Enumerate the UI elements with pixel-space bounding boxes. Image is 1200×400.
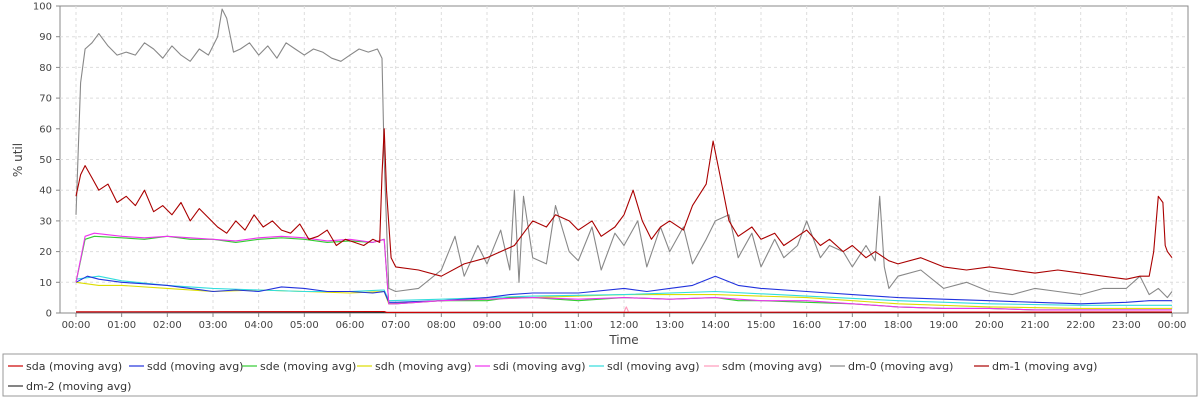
x-tick-label: 01:00	[107, 320, 136, 331]
x-tick-label: 08:00	[427, 320, 456, 331]
x-axis-title: Time	[608, 333, 638, 347]
x-tick-label: 19:00	[929, 320, 958, 331]
x-tick-label: 00:00	[1158, 320, 1187, 331]
x-tick-label: 10:00	[518, 320, 547, 331]
x-tick-label: 15:00	[747, 320, 776, 331]
x-tick-label: 02:00	[153, 320, 182, 331]
series-layer	[75, 8, 1173, 313]
series-line-sdd	[75, 275, 1172, 305]
x-tick-label: 04:00	[244, 320, 273, 331]
y-tick-label: 100	[33, 2, 52, 13]
y-tick-label: 70	[39, 94, 52, 105]
x-tick-label: 07:00	[381, 320, 410, 331]
legend-label: sda (moving avg)	[26, 360, 122, 373]
x-tick-label: 06:00	[336, 320, 365, 331]
legend-label: sdm (moving avg)	[722, 360, 822, 373]
series-line-dm-1	[75, 128, 1173, 280]
y-tick-label: 0	[46, 309, 52, 320]
x-tick-label: 00:00	[62, 320, 91, 331]
x-tick-label: 16:00	[792, 320, 821, 331]
x-tick-label: 20:00	[975, 320, 1004, 331]
legend-label: dm-1 (moving avg)	[992, 360, 1097, 373]
y-axis-title: % util	[11, 143, 25, 177]
series-line-dm-0	[75, 8, 1173, 299]
y-axis: 0 10 20 30 40 50 60 70 80 90 100	[33, 2, 60, 320]
y-tick-label: 30	[39, 216, 52, 227]
y-tick-label: 50	[39, 155, 52, 166]
legend-label: sdl (moving avg)	[607, 360, 700, 373]
legend: sda (moving avg) sdd (moving avg) sde (mov…	[8, 360, 1097, 393]
legend-box	[2, 353, 1198, 397]
y-tick-label: 80	[39, 63, 52, 74]
y-tick-label: 10	[39, 278, 52, 289]
series-line-sdi	[75, 232, 1172, 311]
y-tick-label: 60	[39, 124, 52, 135]
x-tick-label: 05:00	[290, 320, 319, 331]
x-tick-label: 18:00	[884, 320, 913, 331]
y-tick-label: 20	[39, 247, 52, 258]
y-tick-label: 90	[39, 32, 52, 43]
legend-label: dm-2 (moving avg)	[26, 380, 131, 393]
gridlines	[60, 6, 1188, 313]
legend-label: sdd (moving avg)	[147, 360, 243, 373]
x-tick-label: 22:00	[1066, 320, 1095, 331]
x-tick-label: 03:00	[199, 320, 228, 331]
series-line-sda	[75, 310, 1173, 313]
legend-label: sde (moving avg)	[260, 360, 356, 373]
y-tick-label: 40	[39, 186, 52, 197]
x-tick-label: 23:00	[1112, 320, 1141, 331]
x-tick-label: 14:00	[701, 320, 730, 331]
x-tick-label: 12:00	[610, 320, 639, 331]
x-tick-label: 11:00	[564, 320, 593, 331]
legend-label: sdh (moving avg)	[375, 360, 471, 373]
legend-label: dm-0 (moving avg)	[848, 360, 953, 373]
x-tick-label: 17:00	[838, 320, 867, 331]
legend-label: sdi (moving avg)	[493, 360, 586, 373]
x-axis: 00:00 01:00 02:00 03:00 04:00 05:00 06:00 07:00…	[62, 313, 1187, 331]
x-tick-label: 13:00	[655, 320, 684, 331]
x-tick-label: 09:00	[473, 320, 502, 331]
x-tick-label: 21:00	[1021, 320, 1050, 331]
